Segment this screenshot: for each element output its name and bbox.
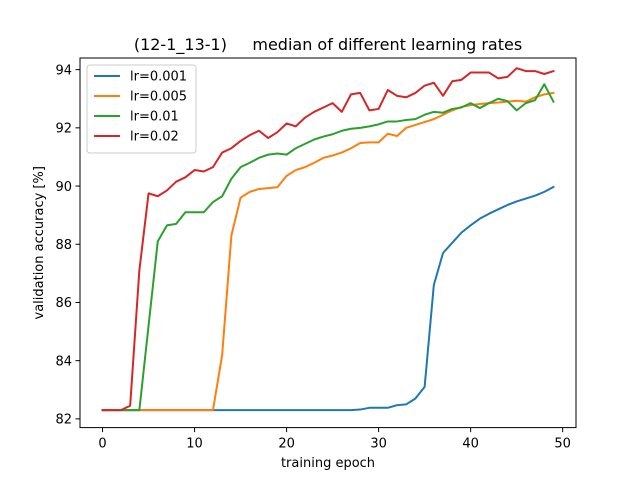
y-tick-label: 82 — [55, 413, 72, 428]
y-tick-label: 92 — [55, 122, 72, 137]
legend-label-1: lr=0.005 — [130, 90, 187, 105]
x-axis-ticks: 0 10 20 30 40 50 — [98, 427, 571, 452]
legend-box — [86, 64, 197, 154]
legend-label-2: lr=0.01 — [130, 110, 179, 125]
y-tick-label: 90 — [55, 180, 72, 195]
x-tick-label: 10 — [186, 437, 203, 452]
y-tick-label: 86 — [55, 296, 72, 311]
series-line-2 — [101, 83, 555, 412]
x-tick-label: 0 — [98, 437, 106, 452]
x-tick-label: 40 — [462, 437, 479, 452]
legend-label-0: lr=0.001 — [130, 70, 187, 85]
series-lines-group — [101, 67, 555, 412]
y-tick-label: 94 — [55, 63, 72, 78]
series-line-3 — [101, 67, 555, 412]
x-tick-label: 50 — [554, 437, 571, 452]
legend: lr=0.001 lr=0.005 lr=0.01 lr=0.02 — [86, 64, 197, 154]
series-line-1 — [101, 91, 555, 412]
y-axis-ticks: 82 84 86 88 90 92 94 — [55, 63, 80, 428]
y-axis-label: validation accuracy [%] — [32, 166, 47, 319]
plot-frame — [79, 57, 577, 429]
legend-label-3: lr=0.02 — [130, 130, 179, 145]
y-tick-label: 84 — [55, 354, 72, 369]
y-tick-label: 88 — [55, 238, 72, 253]
x-tick-label: 20 — [278, 437, 295, 452]
chart-title: (12-1_13-1) median of different learning… — [134, 35, 522, 55]
x-axis-label: training epoch — [281, 456, 375, 471]
x-tick-label: 30 — [370, 437, 387, 452]
